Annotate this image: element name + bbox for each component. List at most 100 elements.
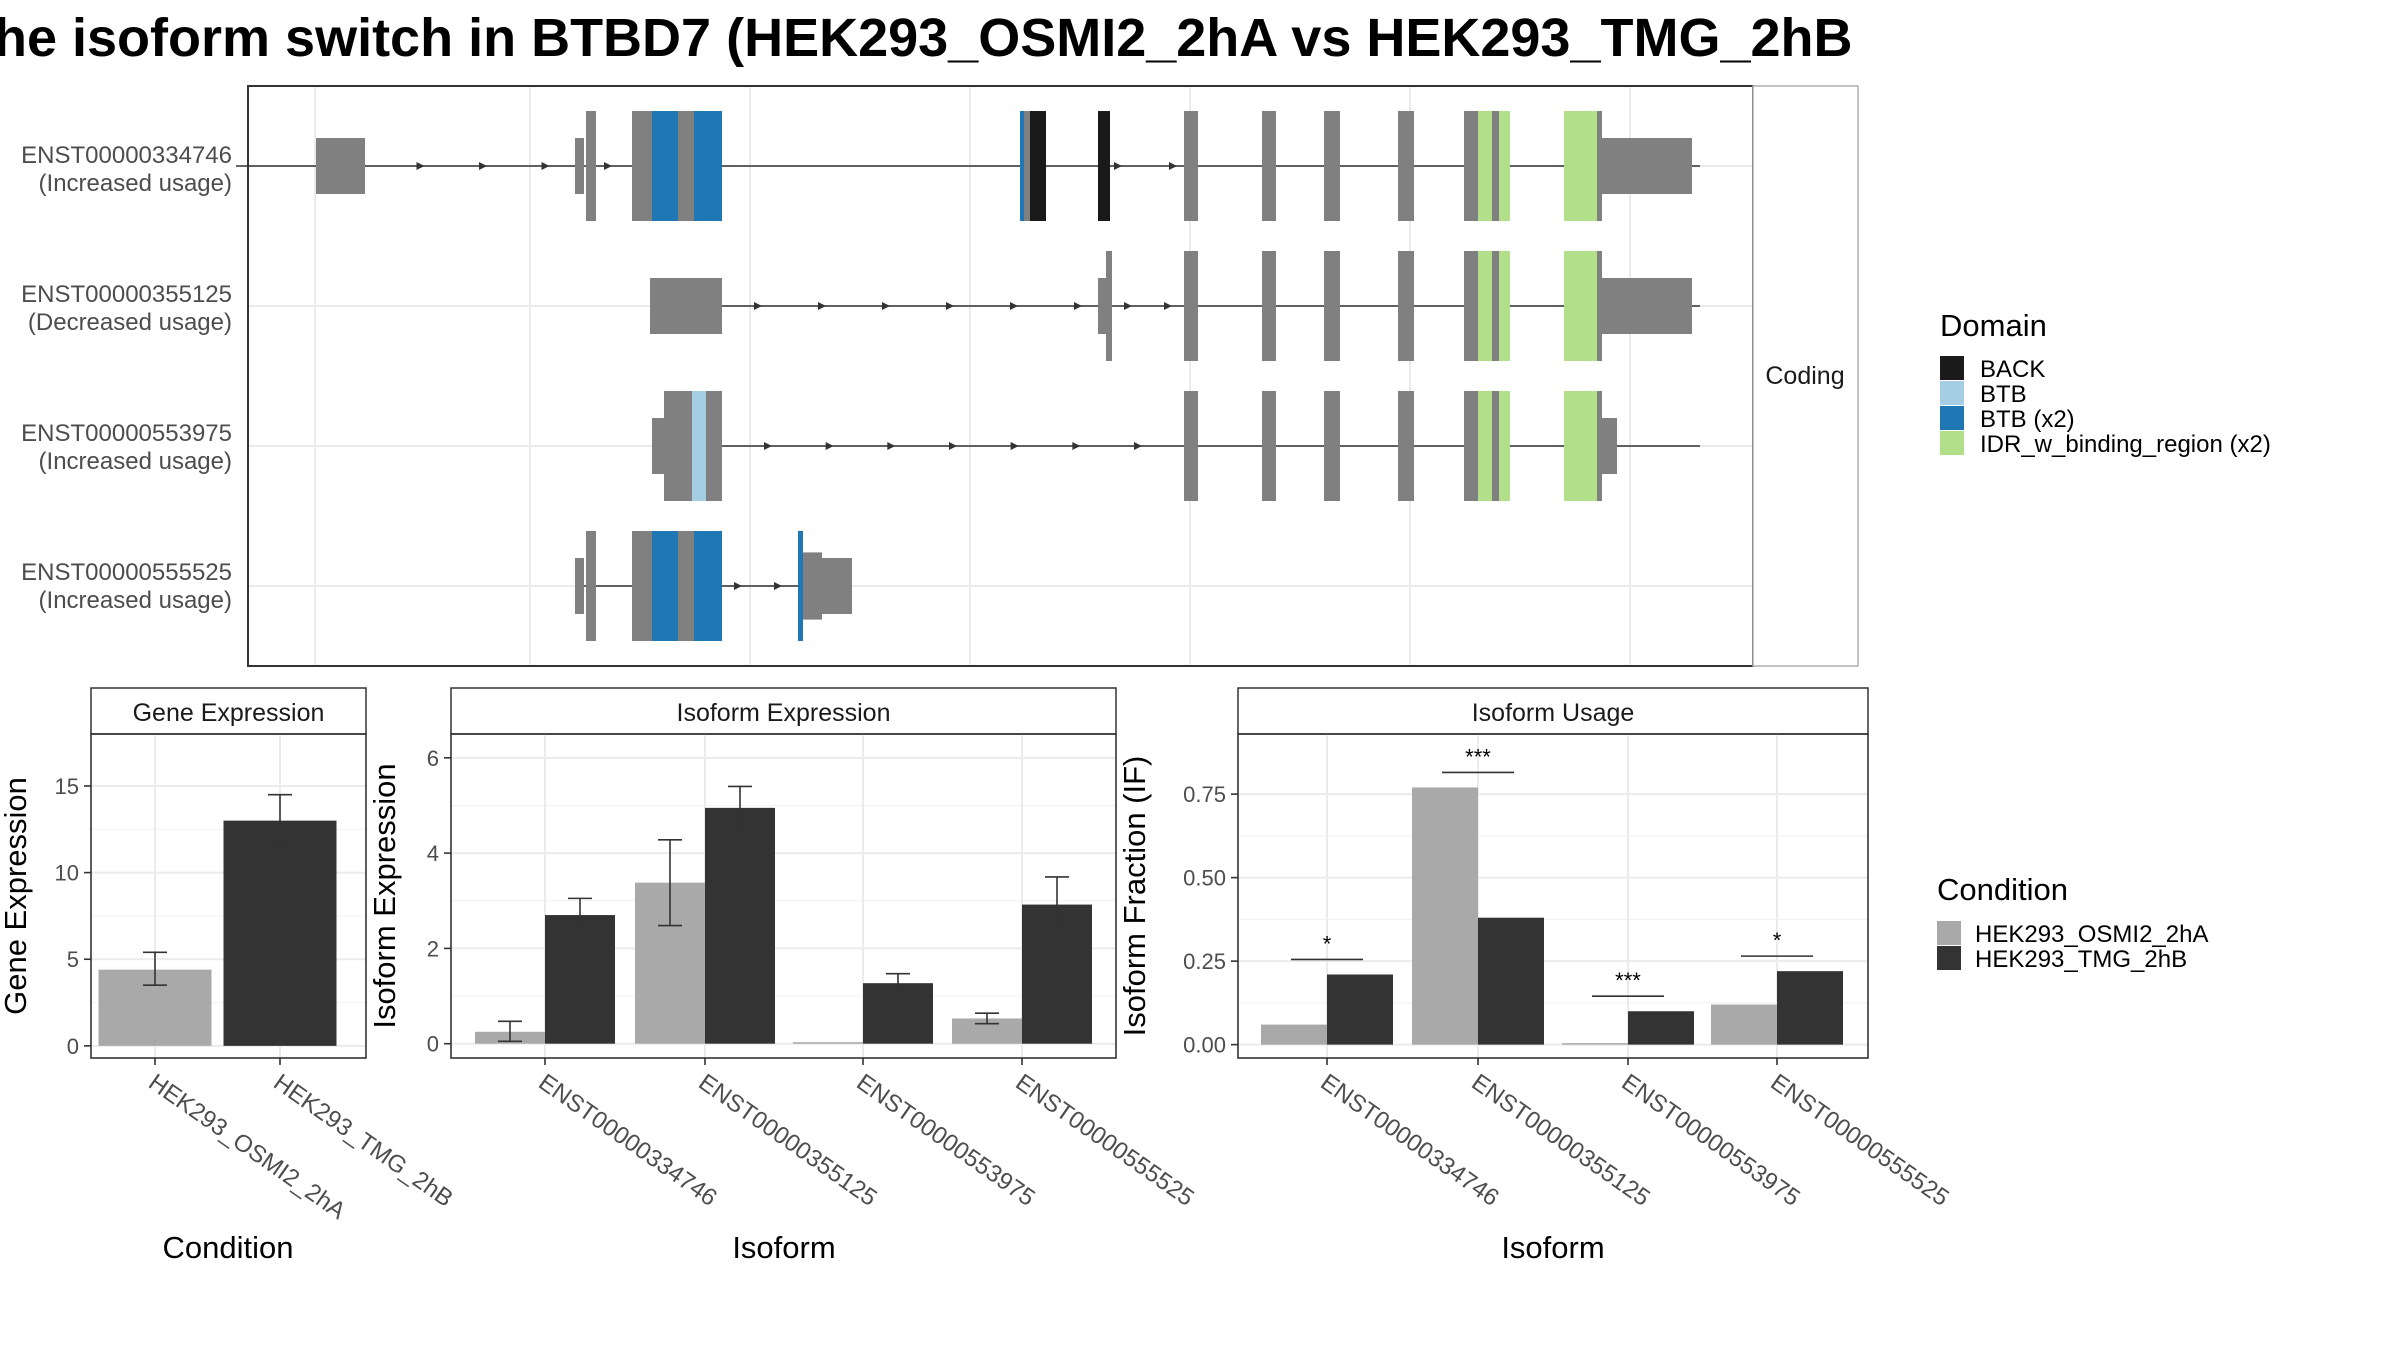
strand-arrow-mark bbox=[1010, 442, 1019, 450]
exon-block bbox=[678, 531, 694, 641]
isoform-label-3: ENST00000553975 (Increased usage) bbox=[21, 420, 232, 475]
exon-block bbox=[1464, 391, 1478, 501]
exon-block bbox=[650, 278, 722, 334]
domain-block-idr-w-binding-region-x2 bbox=[1499, 111, 1510, 221]
exon-block bbox=[1324, 391, 1340, 501]
isoform-label-note: (Increased usage) bbox=[39, 448, 232, 475]
plot-border bbox=[450, 733, 1117, 1059]
legend-label-osmi: HEK293_OSMI2_2hA bbox=[1975, 921, 2208, 948]
exon-block bbox=[1106, 251, 1112, 361]
legend-label-idr: IDR_w_binding_region (x2) bbox=[1980, 431, 2271, 458]
transcript-track-3 bbox=[652, 391, 1700, 501]
y-tick-label: 0.25 bbox=[1183, 949, 1226, 974]
domain-block-back bbox=[1036, 111, 1046, 221]
bar-hek293-tmg-2hb bbox=[1478, 917, 1544, 1045]
exon-block bbox=[586, 111, 596, 221]
exon-block bbox=[1602, 138, 1692, 194]
domain-block-idr-w-binding-region-x2 bbox=[1478, 391, 1492, 501]
exon-block bbox=[1262, 391, 1276, 501]
strand-arrow-mark bbox=[825, 442, 834, 450]
exon-block bbox=[678, 111, 694, 221]
domain-block-idr-w-binding-region-x2 bbox=[1499, 251, 1510, 361]
bar-hek293-osmi2-2ha bbox=[1261, 1024, 1327, 1045]
y-axis-title: Isoform Fraction (IF) bbox=[1117, 756, 1152, 1037]
y-tick-label: 0.00 bbox=[1183, 1033, 1226, 1058]
strand-arrow-mark bbox=[949, 442, 957, 450]
strand-arrow-mark bbox=[416, 162, 425, 170]
domain-block-idr-w-binding-region-x2 bbox=[1499, 391, 1510, 501]
isoform-label-id: ENST00000555525 bbox=[21, 559, 232, 586]
x-axis-title: Isoform bbox=[732, 1230, 835, 1265]
x-axis-title: Condition bbox=[163, 1230, 294, 1265]
legend-label-btb-x2: BTB (x2) bbox=[1980, 406, 2075, 433]
isoform-label-note: (Increased usage) bbox=[39, 587, 232, 614]
strand-arrow-mark bbox=[734, 582, 742, 590]
exon-block bbox=[652, 418, 664, 474]
exon-block bbox=[1398, 111, 1414, 221]
strand-arrow-mark bbox=[1010, 302, 1018, 310]
exon-block bbox=[1464, 251, 1478, 361]
domain-legend-title: Domain bbox=[1940, 308, 2047, 343]
exon-block bbox=[1464, 111, 1478, 221]
strand-arrow-mark bbox=[946, 302, 954, 310]
transcript-track-2 bbox=[650, 251, 1700, 361]
exon-block bbox=[1602, 418, 1617, 474]
isoform-label-id: ENST00000334746 bbox=[21, 142, 232, 169]
exon-block bbox=[1492, 391, 1499, 501]
isoform-label-note: (Increased usage) bbox=[39, 170, 232, 197]
legend-key-osmi bbox=[1937, 921, 1961, 945]
strand-arrow-mark bbox=[887, 442, 896, 450]
transcript-track-1 bbox=[236, 111, 1700, 221]
domain-block-idr-w-binding-region-x2 bbox=[1478, 251, 1492, 361]
domain-block-idr-w-binding-region-x2 bbox=[1564, 251, 1597, 361]
bar-hek293-tmg-2hb bbox=[1628, 1011, 1694, 1045]
y-axis-title: Gene Expression bbox=[0, 777, 33, 1015]
domain-block-btb-x2 bbox=[652, 111, 678, 221]
strand-arrow-mark bbox=[754, 302, 762, 310]
exon-block bbox=[1024, 111, 1030, 221]
strand-arrow-mark bbox=[604, 162, 612, 170]
exon-block bbox=[803, 552, 822, 620]
domain-block-idr-w-binding-region-x2 bbox=[1564, 111, 1597, 221]
exon-block bbox=[1262, 251, 1276, 361]
bar-hek293-osmi2-2ha bbox=[1412, 787, 1478, 1045]
isoform-usage-panel: Isoform Usage********0.000.250.500.75ENS… bbox=[1117, 687, 1954, 1265]
exon-block bbox=[1602, 278, 1692, 334]
plot-border bbox=[1237, 733, 1869, 1059]
exon-block bbox=[575, 138, 584, 194]
exon-block bbox=[1262, 111, 1276, 221]
strand-arrow-mark bbox=[774, 582, 782, 590]
isoform-label-note: (Decreased usage) bbox=[28, 309, 232, 336]
structure-panel-background bbox=[248, 86, 1753, 666]
panel-strip-title: Isoform Usage bbox=[1472, 699, 1635, 727]
exon-block bbox=[1324, 111, 1340, 221]
y-tick-label: 0.50 bbox=[1183, 866, 1226, 891]
y-tick-label: 5 bbox=[67, 947, 79, 972]
strand-arrow-mark bbox=[1074, 302, 1082, 310]
exon-block bbox=[632, 531, 652, 641]
strand-arrow-mark bbox=[541, 162, 550, 170]
strand-arrow-mark bbox=[1134, 442, 1142, 450]
bar-hek293-tmg-2hb bbox=[705, 807, 775, 1044]
exon-block bbox=[1597, 251, 1602, 361]
domain-block-btb-x2 bbox=[694, 111, 722, 221]
bar-hek293-tmg-2hb bbox=[1777, 971, 1843, 1045]
isoform-label-4: ENST00000555525 (Increased usage) bbox=[21, 559, 232, 614]
strand-arrow-mark bbox=[1072, 442, 1081, 450]
domain-block-back bbox=[1098, 111, 1110, 221]
domain-block-idr-w-binding-region-x2 bbox=[1564, 391, 1597, 501]
structure-marks bbox=[236, 111, 1700, 641]
exon-block bbox=[1398, 251, 1414, 361]
significance-label: * bbox=[1323, 931, 1332, 956]
exon-block bbox=[1492, 251, 1499, 361]
domain-block-btb-x2 bbox=[798, 531, 803, 641]
y-tick-label: 0 bbox=[427, 1032, 439, 1057]
strand-arrow-mark bbox=[818, 302, 826, 310]
legend-key-back bbox=[1940, 356, 1964, 380]
panel-strip-title: Isoform Expression bbox=[677, 699, 891, 727]
significance-label: *** bbox=[1615, 968, 1641, 993]
significance-label: *** bbox=[1465, 744, 1491, 769]
y-tick-label: 0 bbox=[67, 1034, 79, 1059]
exon-block bbox=[1597, 111, 1602, 221]
